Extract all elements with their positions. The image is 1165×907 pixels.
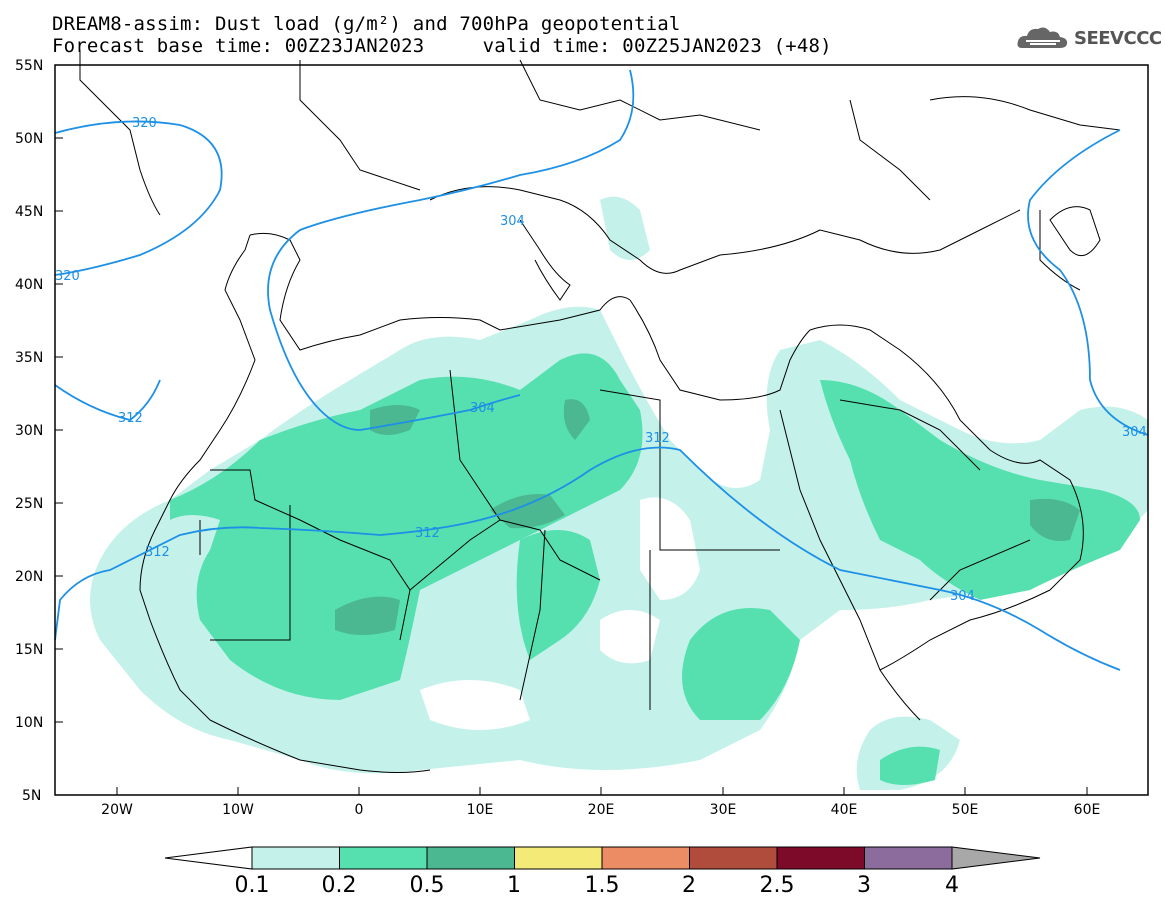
colorbar-cell <box>339 846 428 870</box>
colorbar-cell <box>601 846 690 870</box>
lat-label: 40N <box>15 277 43 293</box>
contour-label: 304 <box>500 214 525 229</box>
contour-320-upper <box>54 120 223 276</box>
colorbar-cell <box>514 846 603 870</box>
lon-label: 20W <box>101 802 133 818</box>
lat-axis <box>55 64 63 796</box>
lat-label: 15N <box>15 642 43 658</box>
lon-label: 60E <box>1074 802 1101 818</box>
logo-text: SEEVCCC <box>1074 27 1162 49</box>
colorbar-labels: 0.1 0.2 0.5 1 1.5 2 2.5 3 4 <box>235 873 960 898</box>
colorbar-label: 2.5 <box>760 873 795 898</box>
colorbar-label: 0.5 <box>410 873 445 898</box>
lat-label: 50N <box>15 131 43 147</box>
colorbar-label: 4 <box>945 873 959 898</box>
contour-label: 312 <box>118 411 143 426</box>
colorbar-cell <box>689 846 778 870</box>
geopotential-contours <box>54 69 1149 671</box>
lat-label: 20N <box>15 569 43 585</box>
lat-label: 35N <box>15 350 43 366</box>
lon-label: 40E <box>831 802 858 818</box>
dust-layer-0-2 <box>170 353 1140 785</box>
colorbar-label: 2 <box>682 873 696 898</box>
contour-label: 304 <box>950 589 975 604</box>
colorbar-cell <box>864 846 953 870</box>
lon-label: 10E <box>467 802 494 818</box>
contour-label: 312 <box>645 431 670 446</box>
lat-label: 55N <box>15 58 43 74</box>
colorbar-label: 0.1 <box>235 873 270 898</box>
lon-labels: 20W 10W 0 10E 20E 30E 40E 50E 60E <box>101 802 1100 818</box>
lat-label: 10N <box>15 715 43 731</box>
lat-label: 45N <box>15 204 43 220</box>
lon-label: 0 <box>355 802 364 818</box>
contour-312-west <box>54 379 161 421</box>
contour-labels: 320 320 304 312 304 312 312 312 304 304 <box>55 116 1147 604</box>
cloud-logo-icon <box>1017 27 1068 48</box>
map-title: DREAM8-assim: Dust load (g/m²) and 700hP… <box>52 13 681 35</box>
lat-label: 5N <box>22 788 41 804</box>
contour-304 <box>267 69 635 431</box>
colorbar: 0.1 0.2 0.5 1 1.5 2 2.5 3 4 <box>164 846 1041 898</box>
colorbar-label: 1 <box>507 873 521 898</box>
lat-label: 30N <box>15 423 43 439</box>
colorbar-label: 1.5 <box>585 873 620 898</box>
colorbar-cell <box>251 846 340 870</box>
lon-axis <box>116 787 1088 795</box>
contour-304-east <box>1027 129 1149 436</box>
lon-label: 10W <box>222 802 254 818</box>
lon-label: 30E <box>710 802 737 818</box>
colorbar-label: 3 <box>857 873 871 898</box>
dust-layer-0-5 <box>335 399 1080 635</box>
colorbar-label: 0.2 <box>322 873 357 898</box>
colorbar-cell <box>776 846 865 870</box>
lat-label: 25N <box>15 496 43 512</box>
coastlines-borders <box>79 50 1121 773</box>
contour-label: 320 <box>132 116 157 131</box>
lon-label: 20E <box>588 802 615 818</box>
map-subtitle-times: Forecast base time: 00Z23JAN2023 valid t… <box>52 35 832 57</box>
contour-312-main <box>54 446 1121 671</box>
colorbar-under-arrow <box>164 846 253 870</box>
colorbar-cells <box>251 846 953 870</box>
contour-label: 312 <box>415 526 440 541</box>
lat-labels: 55N 50N 45N 40N 35N 30N 25N 20N 15N 10N … <box>15 58 43 804</box>
contour-label: 320 <box>55 269 80 284</box>
contour-label: 304 <box>1122 425 1147 440</box>
seevccc-logo: SEEVCCC <box>1016 24 1162 52</box>
lon-label: 50E <box>952 802 979 818</box>
contour-label: 312 <box>145 545 170 560</box>
colorbar-cell <box>426 846 515 870</box>
colorbar-over-arrow <box>951 846 1041 870</box>
contour-label: 304 <box>470 401 495 416</box>
